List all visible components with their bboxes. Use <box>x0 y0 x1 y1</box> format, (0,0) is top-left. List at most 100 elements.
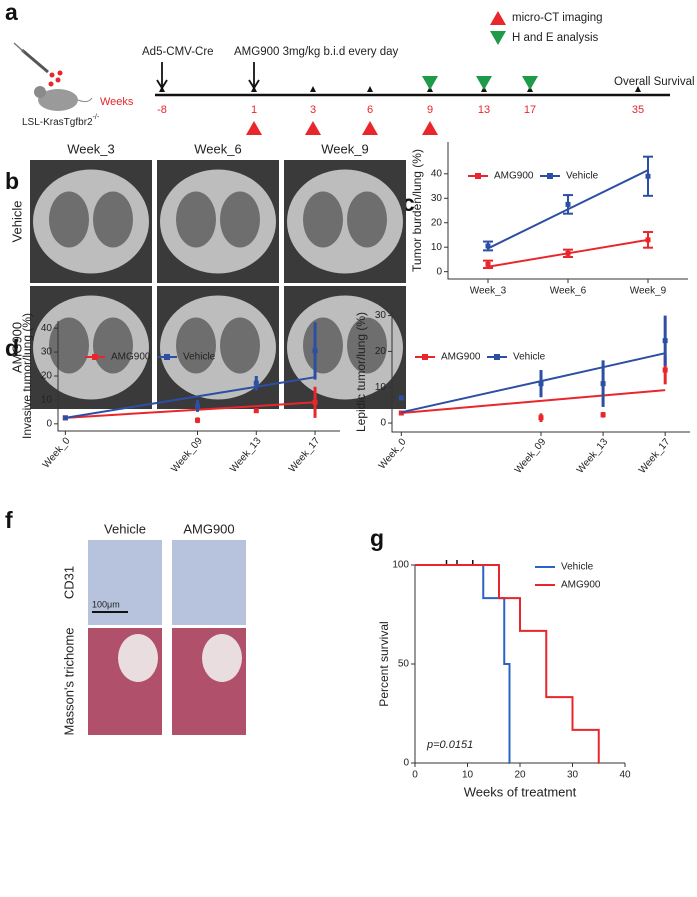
point <box>662 367 668 373</box>
histology-space <box>202 634 242 682</box>
x-tick-label: 10 <box>462 770 474 781</box>
row-header: Masson's trichome <box>61 628 76 736</box>
trend-line <box>401 389 666 415</box>
x-tick-label: Week_17 <box>637 436 673 476</box>
y-tick-label: 20 <box>375 346 387 357</box>
week-label: 1 <box>251 104 257 116</box>
ct-image <box>157 160 279 283</box>
trend-line <box>65 401 316 419</box>
point <box>195 417 201 423</box>
point <box>312 348 318 354</box>
y-axis-title: Lepidic tumor/lung (%) <box>354 312 368 432</box>
y-tick-label: 30 <box>375 310 387 321</box>
y-tick-label: 50 <box>398 659 410 670</box>
x-axis-title: Weeks of treatment <box>464 784 577 799</box>
event-arrowhead <box>156 79 168 90</box>
panel-label: a <box>5 0 18 25</box>
point <box>662 338 668 344</box>
y-tick-label: 0 <box>436 266 442 277</box>
point <box>62 415 68 421</box>
ct-lung <box>303 317 343 374</box>
ct-image <box>157 286 279 409</box>
x-tick-label: Week_3 <box>470 286 507 297</box>
he-marker <box>422 76 438 90</box>
weeks-label: Weeks <box>100 96 134 108</box>
y-tick-label: 10 <box>375 382 387 393</box>
week-label: -8 <box>157 104 167 116</box>
y-axis-title: Percent survival <box>377 621 391 706</box>
week-label: 3 <box>310 104 316 116</box>
trend-line <box>65 376 316 419</box>
point <box>600 381 606 387</box>
ct-lung <box>49 191 89 248</box>
survival-curve <box>415 564 600 764</box>
column-header: Week_9 <box>321 141 368 156</box>
point <box>565 250 571 256</box>
ct-lung <box>347 191 387 248</box>
axis-line <box>447 142 688 280</box>
y-tick-label: 10 <box>431 242 443 253</box>
column-header: AMG900 <box>183 521 234 536</box>
column-header: Week_6 <box>194 141 241 156</box>
column-header: Vehicle <box>104 521 146 536</box>
mouse-label: LSL-KrasTgfbr2-/- <box>22 114 100 128</box>
week-label: 6 <box>367 104 373 116</box>
y-tick-label: 0 <box>380 418 386 429</box>
point <box>253 408 259 414</box>
x-tick-label: 30 <box>567 770 579 781</box>
event-arrowhead <box>248 79 260 90</box>
scale-label: 100μm <box>92 599 120 609</box>
histology-image <box>172 540 246 625</box>
legend-marker <box>494 354 500 360</box>
legend-label: micro-CT imaging <box>512 12 603 24</box>
ct-lung <box>176 191 216 248</box>
point <box>485 243 491 249</box>
legend-label: AMG900 <box>561 580 601 591</box>
row-header: AMG900 <box>9 322 24 373</box>
y-tick-label: 10 <box>41 395 53 406</box>
y-tick-label: 30 <box>431 193 443 204</box>
ct-lung <box>49 317 89 374</box>
week-label: 9 <box>427 104 433 116</box>
ct-marker <box>305 121 321 135</box>
week-label: 35 <box>632 104 644 116</box>
ct-marker <box>422 121 438 135</box>
x-tick-label: Week_13 <box>228 435 264 475</box>
y-axis-title: Invasive tumor/lung (%) <box>20 313 34 439</box>
legend-label: Vehicle <box>566 171 599 182</box>
survival-curve <box>415 564 511 764</box>
axis-line <box>57 321 340 432</box>
x-tick-label: Week_13 <box>575 436 611 476</box>
x-tick-label: Week_17 <box>287 435 323 475</box>
ct-lung <box>176 317 216 374</box>
column-header: Week_3 <box>67 141 114 156</box>
legend-marker <box>422 354 428 360</box>
point <box>565 201 571 207</box>
axis-line <box>414 565 625 764</box>
ct-lung <box>303 191 343 248</box>
point <box>645 173 651 179</box>
x-tick-label: Week_09 <box>513 436 549 476</box>
row-header: CD31 <box>61 566 76 599</box>
legend-marker <box>490 11 506 25</box>
legend-marker <box>475 173 481 179</box>
ct-image <box>30 160 152 283</box>
week-label: 17 <box>524 104 536 116</box>
point <box>645 237 651 243</box>
he-marker <box>522 76 538 90</box>
ct-image <box>30 286 152 409</box>
annotation: p=0.0151 <box>426 739 473 751</box>
ct-lung <box>347 317 387 374</box>
legend-marker <box>547 173 553 179</box>
ct-lung <box>93 191 133 248</box>
x-tick-label: 20 <box>514 770 526 781</box>
trend-line <box>401 352 666 414</box>
axis-line <box>391 312 690 433</box>
legend-label: AMG900 <box>494 171 534 182</box>
panel-label: g <box>370 525 384 551</box>
ct-marker <box>362 121 378 135</box>
legend-label: AMG900 <box>441 352 481 363</box>
legend-marker <box>92 354 98 360</box>
y-axis-title: Tumor burden/lung (%) <box>410 149 424 272</box>
